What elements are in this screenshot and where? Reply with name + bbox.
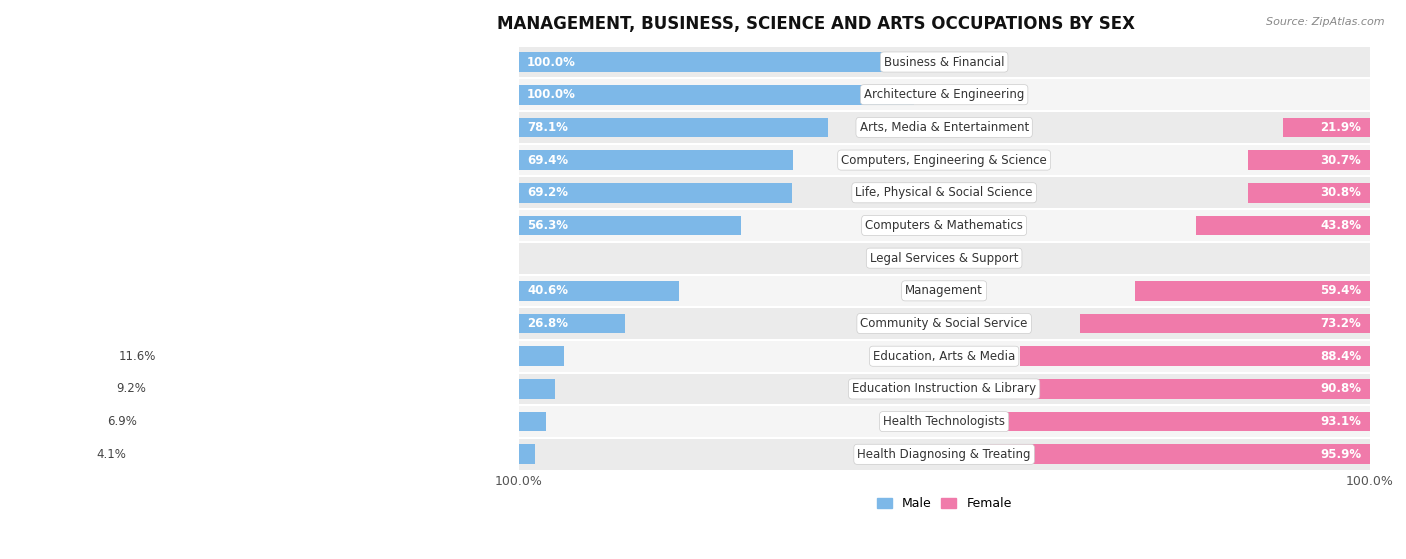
Bar (519, 46, 1369, 78)
Bar (519, 183, 793, 202)
Bar (519, 379, 555, 399)
Bar (519, 150, 793, 170)
Bar (519, 314, 624, 333)
Text: Computers, Engineering & Science: Computers, Engineering & Science (841, 154, 1047, 167)
Bar (519, 281, 679, 301)
Text: 95.9%: 95.9% (1320, 448, 1361, 461)
Text: 90.8%: 90.8% (1320, 382, 1361, 395)
Bar (519, 144, 1369, 177)
Text: 4.1%: 4.1% (97, 448, 127, 461)
Text: 43.8%: 43.8% (1320, 219, 1361, 232)
Bar (519, 111, 1369, 144)
Text: 21.9%: 21.9% (1320, 121, 1361, 134)
Text: Life, Physical & Social Science: Life, Physical & Social Science (855, 186, 1033, 199)
Bar (1249, 150, 1369, 170)
Bar (519, 85, 914, 105)
Bar (519, 347, 564, 366)
Bar (519, 209, 1369, 242)
Bar (1019, 347, 1369, 366)
Bar (519, 177, 1369, 209)
Text: 88.4%: 88.4% (1320, 350, 1361, 363)
Bar (1080, 314, 1369, 333)
Text: MANAGEMENT, BUSINESS, SCIENCE AND ARTS OCCUPATIONS BY SEX: MANAGEMENT, BUSINESS, SCIENCE AND ARTS O… (498, 15, 1135, 33)
Text: Arts, Media & Entertainment: Arts, Media & Entertainment (859, 121, 1029, 134)
Text: Legal Services & Support: Legal Services & Support (870, 252, 1018, 264)
Text: 69.2%: 69.2% (527, 186, 568, 199)
Bar (519, 307, 1369, 340)
Text: 6.9%: 6.9% (107, 415, 138, 428)
Bar (1197, 216, 1369, 235)
Text: 26.8%: 26.8% (527, 317, 568, 330)
Bar (519, 117, 828, 137)
Text: 30.7%: 30.7% (1320, 154, 1361, 167)
Bar (519, 242, 1369, 274)
Text: Computers & Mathematics: Computers & Mathematics (865, 219, 1024, 232)
Text: Architecture & Engineering: Architecture & Engineering (863, 88, 1025, 101)
Text: 69.4%: 69.4% (527, 154, 568, 167)
Bar (519, 412, 546, 432)
Text: Management: Management (905, 285, 983, 297)
Text: 11.6%: 11.6% (118, 350, 156, 363)
Text: Health Technologists: Health Technologists (883, 415, 1005, 428)
Text: 30.8%: 30.8% (1320, 186, 1361, 199)
Bar (519, 216, 741, 235)
Text: 40.6%: 40.6% (527, 285, 568, 297)
Text: 73.2%: 73.2% (1320, 317, 1361, 330)
Text: Community & Social Service: Community & Social Service (860, 317, 1028, 330)
Bar (519, 274, 1369, 307)
Bar (519, 340, 1369, 373)
Text: 0.0%: 0.0% (979, 55, 1008, 69)
Bar (1011, 379, 1369, 399)
Bar (519, 438, 1369, 471)
Bar (519, 52, 914, 72)
Text: 78.1%: 78.1% (527, 121, 568, 134)
Legend: Male, Female: Male, Female (872, 492, 1017, 515)
Bar (519, 444, 534, 464)
Bar (519, 405, 1369, 438)
Bar (519, 78, 1369, 111)
Bar (1247, 183, 1369, 202)
Text: 93.1%: 93.1% (1320, 415, 1361, 428)
Bar (1001, 412, 1369, 432)
Bar (1284, 117, 1369, 137)
Bar (519, 373, 1369, 405)
Text: 100.0%: 100.0% (527, 55, 576, 69)
Text: 9.2%: 9.2% (117, 382, 146, 395)
Text: Source: ZipAtlas.com: Source: ZipAtlas.com (1267, 17, 1385, 27)
Text: 100.0%: 100.0% (527, 88, 576, 101)
Text: Business & Financial: Business & Financial (884, 55, 1004, 69)
Text: 0.0%: 0.0% (979, 252, 1008, 264)
Bar (990, 444, 1369, 464)
Text: 59.4%: 59.4% (1320, 285, 1361, 297)
Text: 0.0%: 0.0% (979, 88, 1008, 101)
Bar (1135, 281, 1369, 301)
Text: 56.3%: 56.3% (527, 219, 568, 232)
Text: Health Diagnosing & Treating: Health Diagnosing & Treating (858, 448, 1031, 461)
Text: Education Instruction & Library: Education Instruction & Library (852, 382, 1036, 395)
Text: 0.0%: 0.0% (880, 252, 910, 264)
Text: Education, Arts & Media: Education, Arts & Media (873, 350, 1015, 363)
